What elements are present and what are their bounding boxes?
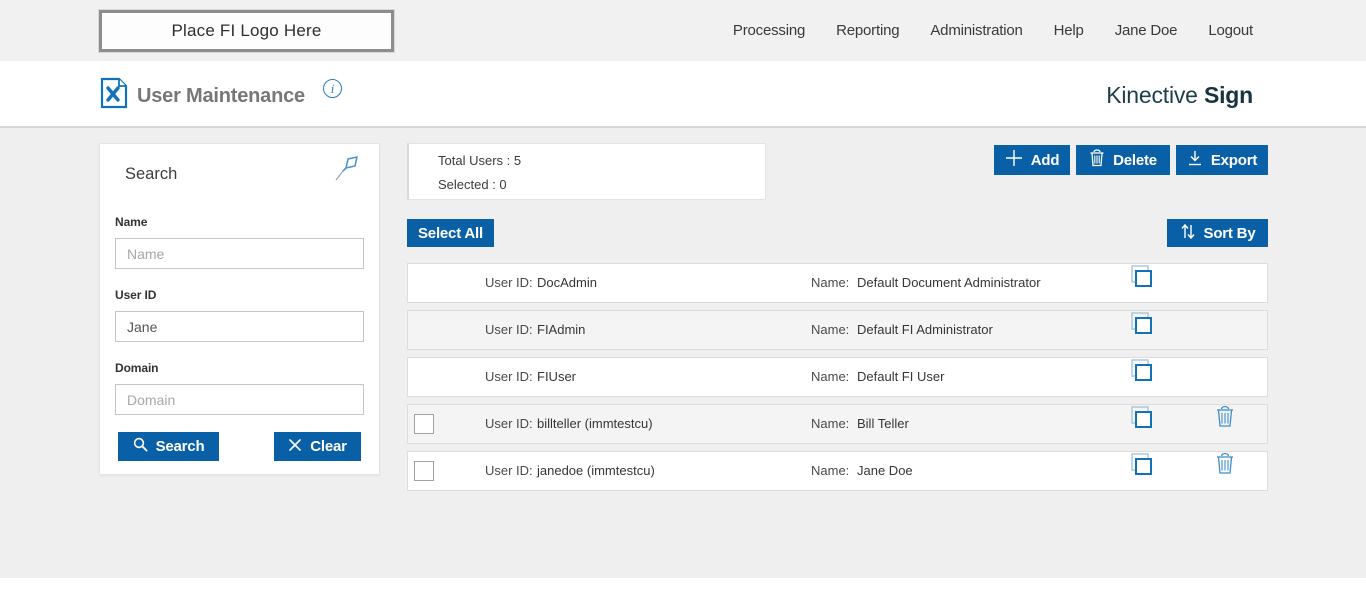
user-id-value: DocAdmin bbox=[537, 275, 597, 290]
user-row: User ID: FIAdmin Name: Default FI Admini… bbox=[407, 310, 1268, 350]
search-panel: Search Name User ID Domain Search Clear bbox=[99, 143, 380, 475]
clear-x-icon bbox=[288, 438, 302, 456]
copy-user-icon[interactable] bbox=[1128, 264, 1153, 304]
user-row: User ID: billteller (immtestcu) Name: Bi… bbox=[407, 404, 1268, 444]
user-id-value: FIUser bbox=[537, 369, 576, 384]
copy-user-icon[interactable] bbox=[1128, 358, 1153, 398]
page-title: User Maintenance bbox=[137, 85, 305, 107]
total-users-count: Total Users : 5 bbox=[438, 153, 522, 168]
plus-icon bbox=[1005, 149, 1023, 171]
user-row: User ID: janedoe (immtestcu) Name: Jane … bbox=[407, 451, 1268, 491]
row-checkbox[interactable] bbox=[414, 414, 434, 434]
search-button[interactable]: Search bbox=[118, 432, 219, 461]
brand-logo: Kinective Sign bbox=[1106, 82, 1253, 109]
selected-count: Selected : 0 bbox=[438, 177, 507, 192]
delete-user-icon[interactable] bbox=[1214, 452, 1236, 490]
select-all-label: Select All bbox=[418, 224, 483, 242]
user-id-label: User ID: bbox=[485, 275, 533, 290]
name-value: Jane Doe bbox=[857, 463, 913, 478]
domain-input[interactable] bbox=[115, 384, 364, 415]
clear-button-label: Clear bbox=[310, 438, 347, 455]
summary-box: Total Users : 5 Selected : 0 bbox=[407, 143, 766, 200]
copy-user-icon[interactable] bbox=[1128, 405, 1153, 445]
sort-by-label: Sort By bbox=[1203, 224, 1256, 242]
copy-user-icon[interactable] bbox=[1128, 452, 1153, 492]
search-icon bbox=[133, 437, 148, 456]
name-label: Name: bbox=[811, 322, 850, 337]
name-label: Name: bbox=[811, 463, 850, 478]
name-value: Default FI User bbox=[857, 369, 945, 384]
page-header: User Maintenance i Kinective Sign bbox=[0, 61, 1366, 128]
name-label: Name: bbox=[811, 369, 850, 384]
action-buttons: Add Delete Export bbox=[994, 145, 1268, 175]
user-maintenance-icon bbox=[100, 77, 128, 114]
export-button-label: Export bbox=[1210, 151, 1258, 169]
search-button-label: Search bbox=[155, 438, 205, 455]
nav-administration[interactable]: Administration bbox=[930, 22, 1023, 39]
row-checkbox[interactable] bbox=[414, 461, 434, 481]
export-button[interactable]: Export bbox=[1176, 145, 1268, 175]
delete-button[interactable]: Delete bbox=[1076, 145, 1170, 175]
brand-product: Sign bbox=[1203, 82, 1253, 108]
user-id-label: User ID: bbox=[485, 463, 533, 478]
trash-icon bbox=[1089, 149, 1105, 171]
delete-user-icon[interactable] bbox=[1214, 405, 1236, 443]
copy-user-icon[interactable] bbox=[1128, 311, 1153, 351]
user-id-label: User ID: bbox=[485, 416, 533, 431]
fi-logo-text: Place FI Logo Here bbox=[171, 21, 322, 40]
nav-user-name[interactable]: Jane Doe bbox=[1114, 22, 1178, 39]
select-all-button[interactable]: Select All bbox=[407, 219, 494, 247]
bottom-strip bbox=[0, 578, 1366, 589]
name-value: Bill Teller bbox=[857, 416, 909, 431]
nav-help[interactable]: Help bbox=[1053, 22, 1084, 39]
user-id-label: User ID: bbox=[485, 369, 533, 384]
fi-logo-placeholder: Place FI Logo Here bbox=[99, 10, 394, 52]
domain-field-label: Domain bbox=[115, 361, 159, 375]
brand-name: Kinective bbox=[1106, 82, 1198, 108]
user-id-field-label: User ID bbox=[115, 288, 157, 302]
delete-button-label: Delete bbox=[1113, 151, 1157, 169]
add-button[interactable]: Add bbox=[994, 145, 1070, 175]
clear-button[interactable]: Clear bbox=[274, 432, 361, 461]
pin-icon[interactable] bbox=[332, 154, 362, 189]
user-id-value: billteller (immtestcu) bbox=[537, 416, 653, 431]
nav-reporting[interactable]: Reporting bbox=[836, 22, 900, 39]
main-nav: Processing Reporting Administration Help… bbox=[733, 0, 1253, 61]
user-list: User ID: DocAdmin Name: Default Document… bbox=[407, 263, 1268, 498]
name-label: Name: bbox=[811, 416, 850, 431]
sort-by-button[interactable]: Sort By bbox=[1167, 219, 1268, 247]
user-id-input[interactable] bbox=[115, 311, 364, 342]
user-id-value: FIAdmin bbox=[537, 322, 586, 337]
nav-processing[interactable]: Processing bbox=[732, 22, 806, 39]
name-input[interactable] bbox=[115, 238, 364, 269]
search-panel-title: Search bbox=[125, 165, 178, 183]
user-row: User ID: FIUser Name: Default FI User bbox=[407, 357, 1268, 397]
topbar: Place FI Logo Here Processing Reporting … bbox=[0, 0, 1366, 61]
user-id-label: User ID: bbox=[485, 322, 533, 337]
name-label: Name: bbox=[811, 275, 850, 290]
user-row: User ID: DocAdmin Name: Default Document… bbox=[407, 263, 1268, 303]
name-field-label: Name bbox=[115, 215, 148, 229]
nav-logout[interactable]: Logout bbox=[1208, 22, 1253, 39]
sort-arrows-icon bbox=[1180, 223, 1196, 244]
name-value: Default FI Administrator bbox=[857, 322, 993, 337]
add-button-label: Add bbox=[1030, 151, 1060, 169]
name-value: Default Document Administrator bbox=[857, 275, 1041, 290]
info-icon[interactable]: i bbox=[323, 79, 342, 98]
download-icon bbox=[1187, 150, 1203, 170]
user-id-value: janedoe (immtestcu) bbox=[537, 463, 655, 478]
